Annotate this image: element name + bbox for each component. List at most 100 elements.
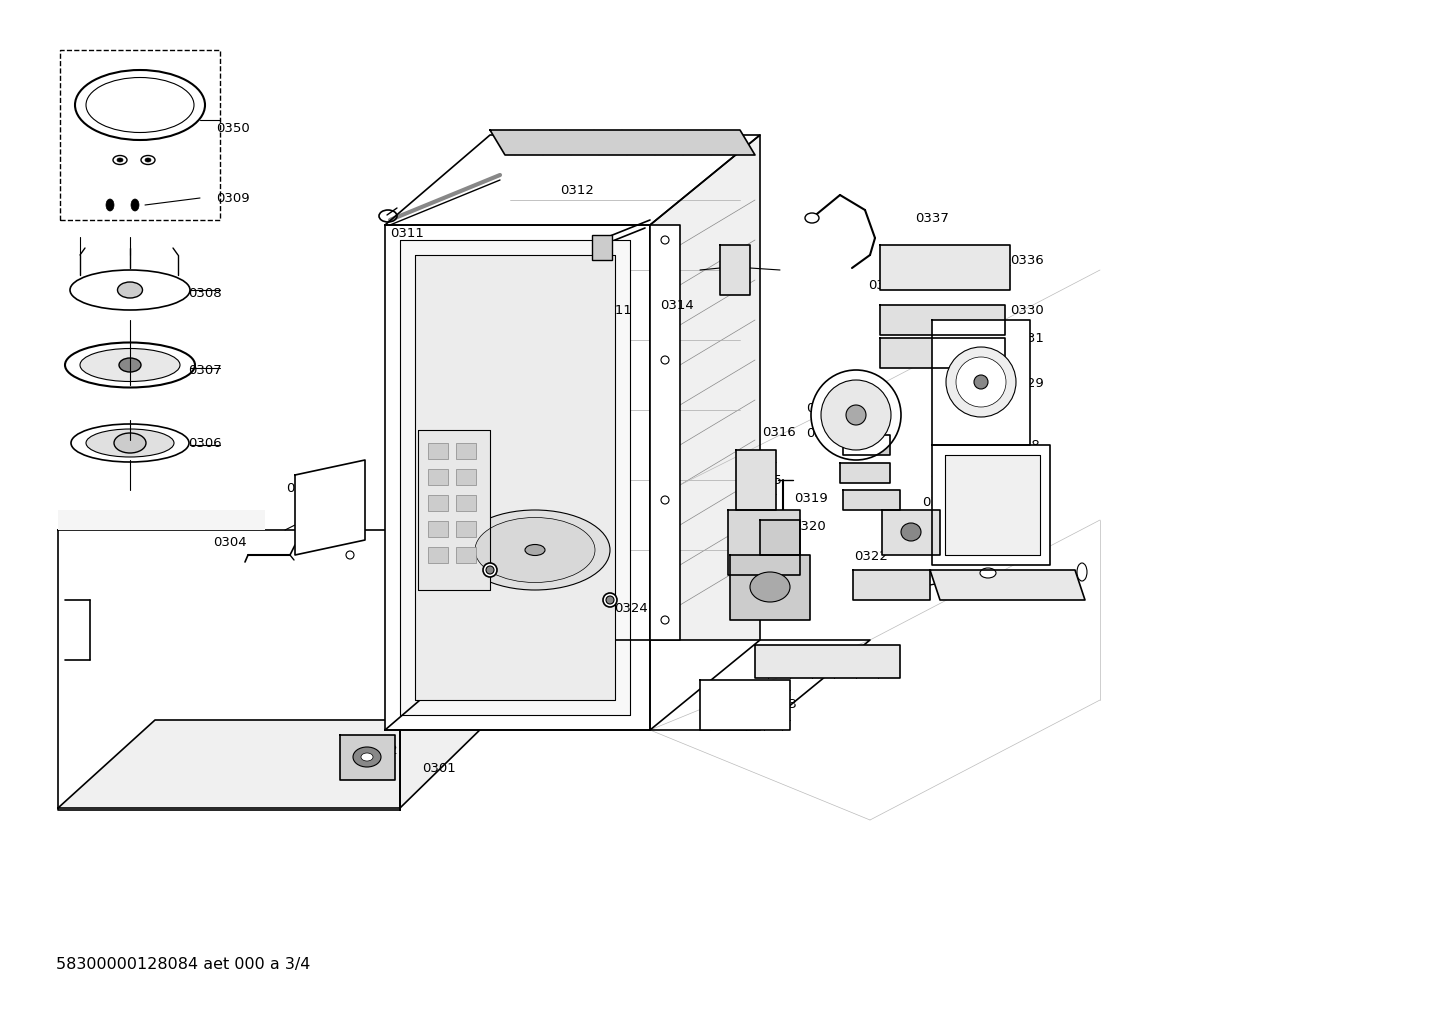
Ellipse shape bbox=[87, 429, 174, 457]
Ellipse shape bbox=[973, 375, 988, 389]
Bar bbox=[428, 443, 448, 459]
Text: 0319: 0319 bbox=[795, 491, 828, 504]
Ellipse shape bbox=[1077, 564, 1087, 581]
Polygon shape bbox=[650, 135, 760, 730]
Polygon shape bbox=[756, 645, 900, 678]
Ellipse shape bbox=[846, 405, 867, 425]
Text: 0332: 0332 bbox=[934, 445, 968, 459]
Polygon shape bbox=[418, 430, 490, 590]
Ellipse shape bbox=[606, 596, 614, 604]
Text: 0328: 0328 bbox=[1007, 438, 1040, 451]
Polygon shape bbox=[735, 450, 776, 510]
Polygon shape bbox=[854, 570, 930, 600]
Bar bbox=[456, 469, 476, 485]
Text: 0314: 0314 bbox=[660, 299, 694, 312]
Ellipse shape bbox=[146, 158, 151, 162]
Ellipse shape bbox=[946, 347, 1017, 417]
Polygon shape bbox=[880, 245, 1009, 290]
Bar bbox=[428, 521, 448, 537]
Ellipse shape bbox=[71, 424, 189, 462]
Bar bbox=[593, 235, 611, 260]
Polygon shape bbox=[385, 135, 760, 225]
Polygon shape bbox=[58, 530, 399, 810]
Text: 0315: 0315 bbox=[748, 474, 782, 486]
Ellipse shape bbox=[346, 551, 353, 559]
Ellipse shape bbox=[660, 616, 669, 624]
Text: 0313: 0313 bbox=[418, 567, 451, 580]
Ellipse shape bbox=[120, 358, 141, 372]
Ellipse shape bbox=[660, 356, 669, 364]
Bar bbox=[456, 521, 476, 537]
Polygon shape bbox=[841, 463, 890, 483]
Polygon shape bbox=[760, 520, 800, 555]
Ellipse shape bbox=[117, 282, 143, 298]
Polygon shape bbox=[883, 510, 940, 555]
Ellipse shape bbox=[79, 348, 180, 381]
Ellipse shape bbox=[750, 572, 790, 602]
Polygon shape bbox=[58, 510, 265, 530]
Polygon shape bbox=[699, 680, 790, 730]
Polygon shape bbox=[880, 305, 1005, 335]
Polygon shape bbox=[728, 510, 800, 575]
Polygon shape bbox=[415, 255, 614, 700]
Text: 0320: 0320 bbox=[792, 521, 826, 534]
Polygon shape bbox=[58, 720, 490, 808]
Ellipse shape bbox=[810, 370, 901, 460]
Polygon shape bbox=[930, 570, 1084, 600]
Ellipse shape bbox=[820, 380, 891, 450]
Text: 0324: 0324 bbox=[614, 601, 647, 614]
Bar bbox=[456, 495, 476, 511]
Ellipse shape bbox=[474, 518, 596, 583]
Polygon shape bbox=[945, 455, 1040, 555]
Bar bbox=[428, 495, 448, 511]
Text: 0307: 0307 bbox=[187, 364, 222, 376]
Ellipse shape bbox=[75, 70, 205, 140]
Ellipse shape bbox=[603, 593, 617, 607]
Ellipse shape bbox=[981, 568, 996, 578]
Text: 0304: 0304 bbox=[213, 536, 247, 549]
Text: 0330: 0330 bbox=[1009, 304, 1044, 317]
Text: 0311: 0311 bbox=[389, 226, 424, 239]
Ellipse shape bbox=[805, 213, 819, 223]
Polygon shape bbox=[490, 130, 756, 155]
Ellipse shape bbox=[486, 566, 495, 574]
Text: 0318: 0318 bbox=[806, 427, 839, 439]
Polygon shape bbox=[880, 338, 1005, 368]
Text: 0311: 0311 bbox=[598, 304, 632, 317]
Ellipse shape bbox=[525, 544, 545, 555]
Text: 0308: 0308 bbox=[187, 286, 222, 300]
Polygon shape bbox=[340, 735, 395, 780]
Ellipse shape bbox=[353, 747, 381, 767]
Ellipse shape bbox=[660, 236, 669, 244]
Ellipse shape bbox=[956, 357, 1007, 407]
Ellipse shape bbox=[87, 77, 195, 132]
Polygon shape bbox=[399, 240, 630, 715]
Bar bbox=[456, 443, 476, 459]
Text: 0301: 0301 bbox=[423, 761, 456, 774]
Bar bbox=[428, 469, 448, 485]
Polygon shape bbox=[385, 640, 870, 730]
Polygon shape bbox=[844, 435, 890, 455]
Text: 0306: 0306 bbox=[187, 436, 222, 449]
Polygon shape bbox=[296, 460, 365, 555]
Polygon shape bbox=[932, 320, 1030, 445]
Ellipse shape bbox=[141, 156, 154, 164]
Text: 0326: 0326 bbox=[991, 577, 1024, 590]
Text: 0309: 0309 bbox=[216, 192, 249, 205]
Text: 0323: 0323 bbox=[763, 698, 797, 711]
Ellipse shape bbox=[360, 753, 373, 761]
Polygon shape bbox=[844, 490, 900, 510]
Text: 0321: 0321 bbox=[867, 577, 901, 590]
Polygon shape bbox=[650, 225, 681, 640]
Text: 0305: 0305 bbox=[286, 482, 320, 494]
Ellipse shape bbox=[71, 270, 190, 310]
Text: 0334: 0334 bbox=[921, 495, 956, 508]
Text: 0350: 0350 bbox=[216, 121, 249, 135]
Ellipse shape bbox=[112, 156, 127, 164]
Text: 0322: 0322 bbox=[854, 550, 888, 564]
Text: 0337: 0337 bbox=[916, 212, 949, 224]
Polygon shape bbox=[932, 445, 1050, 565]
Polygon shape bbox=[730, 555, 810, 620]
Bar bbox=[456, 547, 476, 564]
Ellipse shape bbox=[901, 523, 921, 541]
